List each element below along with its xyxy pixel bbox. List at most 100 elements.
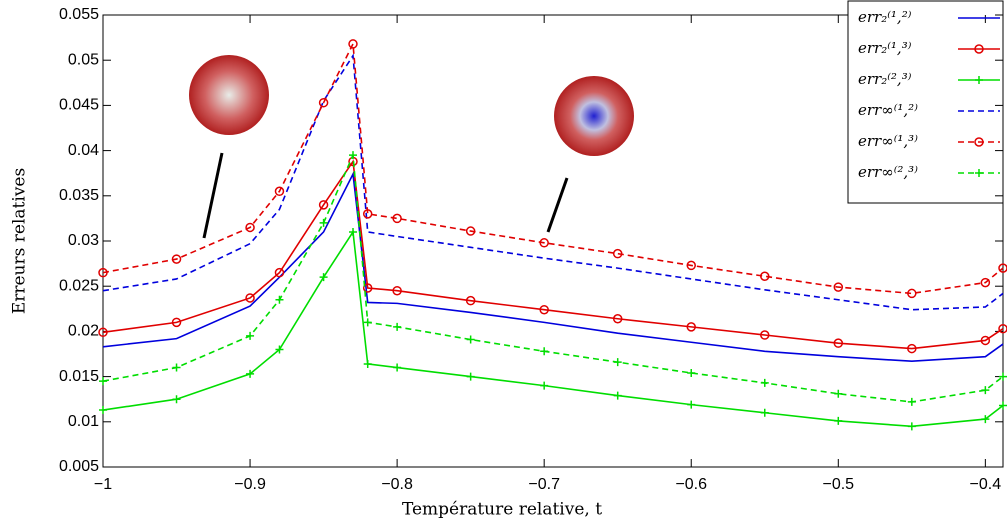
marker [981,386,990,395]
y-axis-label: Erreurs relatives [10,168,30,314]
y-tick-label: 0.025 [59,277,99,294]
marker [465,226,476,236]
marker [980,335,991,346]
marker [246,369,255,378]
marker [981,415,990,424]
marker [613,391,622,400]
marker [318,200,329,210]
marker [392,285,402,296]
marker [833,282,844,292]
series-line [102,171,1004,363]
y-tick-label: 0.04 [68,142,99,159]
marker [907,397,916,406]
y-tick-label: 0.03 [68,232,99,249]
marker [245,222,255,233]
marker [318,97,329,108]
marker [540,381,549,390]
pointer [546,177,569,233]
x-tick-label: −0.7 [528,476,560,493]
marker [393,322,402,331]
marker [834,416,843,425]
y-tick-label: 0.035 [59,187,99,204]
marker [907,288,917,299]
series-line [102,41,1004,295]
marker [98,327,108,338]
marker [274,267,285,278]
marker [392,213,402,224]
marker [686,260,696,271]
marker [980,277,991,288]
marker [907,343,917,354]
series-line [102,159,1004,350]
x-tick-label: −0.5 [822,476,854,493]
marker [686,322,696,332]
marker [362,209,373,219]
marker [99,406,107,415]
legend-label: err₂⁽¹,²⁾ [858,8,912,26]
y-tick-label: 0.05 [68,51,99,68]
marker [760,378,769,387]
marker [319,218,328,227]
y-tick-label: 0.015 [59,368,99,385]
x-axis-label: Température relative, t [402,500,602,520]
y-tick-label: 0.005 [59,458,99,475]
marker [999,401,1007,410]
marker [760,408,769,417]
marker [245,293,255,303]
marker [540,347,549,356]
legend-label: err∞⁽¹,³⁾ [858,132,918,150]
marker [363,359,372,368]
marker [612,313,623,324]
marker [998,323,1007,334]
x-tick-label: −0.8 [381,476,413,493]
marker [833,338,844,348]
marker [539,238,549,248]
marker [363,318,372,327]
marker [687,400,696,409]
x-tick-label: −0.6 [675,476,707,493]
marker [539,304,549,315]
legend-label: err₂⁽¹,³⁾ [858,39,912,57]
legend-label: err₂⁽²,³⁾ [858,70,912,88]
series-line [102,53,1004,311]
marker [466,335,475,344]
legend [847,0,1004,204]
marker [760,330,770,340]
marker [172,395,181,404]
marker [975,76,983,84]
marker [393,363,402,372]
x-tick-label: −0.4 [970,476,1002,493]
marker [760,271,770,282]
marker [907,422,916,431]
marker [612,248,623,259]
marker [349,151,357,160]
marker [613,358,622,367]
marker [349,227,357,236]
series-line [102,229,1004,428]
series-line [102,154,1004,403]
y-tick-label: 0.02 [68,323,99,340]
inset-image [189,55,269,135]
pointer [202,152,224,239]
marker [974,137,984,147]
marker [999,372,1007,381]
marker [975,169,983,177]
y-tick-label: 0.055 [59,6,99,23]
marker [172,363,181,372]
marker [687,368,696,377]
marker [834,389,843,398]
inset-image [554,76,634,156]
marker [348,39,358,49]
marker [98,267,108,278]
marker [275,295,284,304]
marker [319,273,328,282]
y-tick-label: 0.01 [68,413,99,430]
legend-label: err∞⁽¹,²⁾ [858,101,918,119]
marker [171,317,182,328]
y-tick-label: 0.045 [59,97,99,114]
marker [362,283,373,293]
marker [274,186,285,197]
marker [998,263,1007,273]
marker [275,345,284,354]
